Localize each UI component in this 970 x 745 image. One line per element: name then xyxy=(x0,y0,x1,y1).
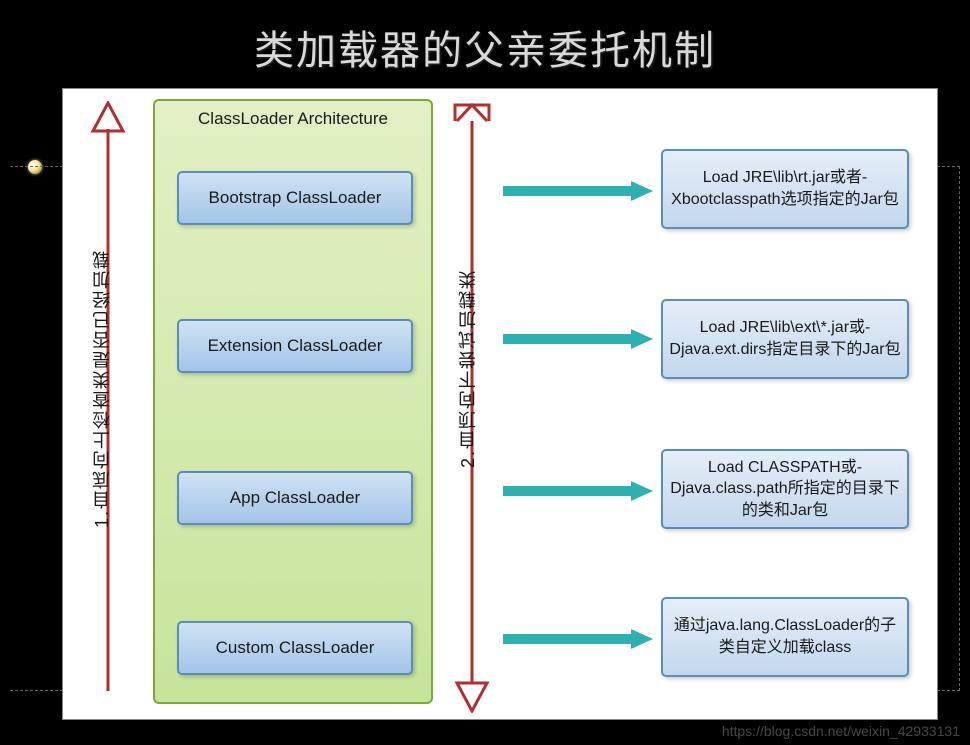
desc-custom: 通过java.lang.ClassLoader的子类自定义加载class xyxy=(661,597,909,677)
desc-text: Load JRE\lib\rt.jar或者-Xbootclasspath选项指定… xyxy=(667,167,903,210)
left-vertical-label: 1.自底向上检查类是否已经加载 xyxy=(89,249,115,528)
h-arrow-1 xyxy=(503,181,653,201)
desc-bootstrap: Load JRE\lib\rt.jar或者-Xbootclasspath选项指定… xyxy=(661,149,909,229)
down-arrow-cap xyxy=(447,101,497,125)
h-arrow-4 xyxy=(503,629,653,649)
loader-label: Extension ClassLoader xyxy=(208,336,383,356)
loader-app: App ClassLoader xyxy=(177,471,413,525)
bullet-dot xyxy=(28,160,42,174)
loader-bootstrap: Bootstrap ClassLoader xyxy=(177,171,413,225)
loader-extension: Extension ClassLoader xyxy=(177,319,413,373)
architecture-title: ClassLoader Architecture xyxy=(155,109,431,129)
desc-app: Load CLASSPATH或-Djava.class.path所指定的目录下的… xyxy=(661,449,909,529)
watermark: https://blog.csdn.net/weixin_42933131 xyxy=(722,723,960,739)
architecture-box: ClassLoader Architecture Bootstrap Class… xyxy=(153,99,433,704)
desc-text: 通过java.lang.ClassLoader的子类自定义加载class xyxy=(667,615,903,658)
desc-extension: Load JRE\lib\ext\*.jar或-Djava.ext.dirs指定… xyxy=(661,299,909,379)
loader-custom: Custom ClassLoader xyxy=(177,621,413,675)
desc-text: Load JRE\lib\ext\*.jar或-Djava.ext.dirs指定… xyxy=(667,317,903,360)
loader-label: Bootstrap ClassLoader xyxy=(209,188,382,208)
right-vertical-label: 2.自顶向下尝试加载类 xyxy=(455,269,481,468)
loader-label: App ClassLoader xyxy=(230,488,360,508)
slide-title: 类加载器的父亲委托机制 xyxy=(0,0,970,76)
loader-label: Custom ClassLoader xyxy=(216,638,375,658)
h-arrow-2 xyxy=(503,329,653,349)
diagram-panel: 1.自底向上检查类是否已经加载 ClassLoader Architecture… xyxy=(62,88,938,720)
h-arrow-3 xyxy=(503,481,653,501)
desc-text: Load CLASSPATH或-Djava.class.path所指定的目录下的… xyxy=(667,457,903,522)
